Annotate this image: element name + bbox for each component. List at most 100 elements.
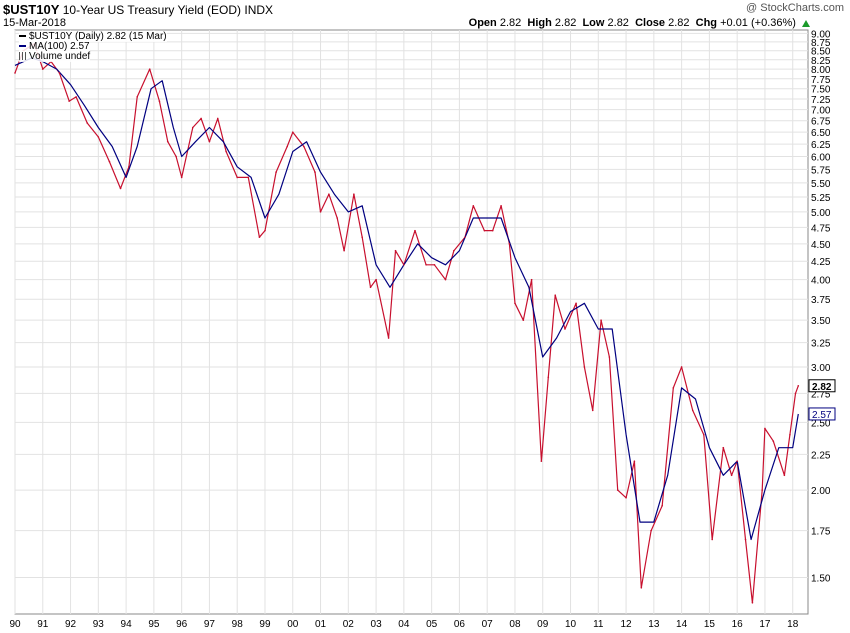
ma-value-tag <box>808 407 836 421</box>
plot-area <box>14 29 809 615</box>
y-tick-label: 2.25 <box>811 450 831 461</box>
high-value: 2.82 <box>554 17 577 29</box>
y-tick-label: 6.75 <box>811 117 831 128</box>
yield-point <box>343 249 345 252</box>
yield-point <box>394 249 397 252</box>
x-tick-label: 94 <box>121 619 133 630</box>
yield-point <box>361 236 363 238</box>
legend-ma: MA(100) 2.57 <box>19 41 90 52</box>
x-tick-label: 09 <box>537 619 549 630</box>
yield-point <box>58 72 61 74</box>
yield-point <box>314 171 316 173</box>
yield-point <box>286 145 289 148</box>
yield-point <box>797 384 800 387</box>
yield-point <box>691 409 694 412</box>
yield-point <box>730 474 733 477</box>
x-tick-label: 95 <box>148 619 160 630</box>
yield-point <box>41 68 44 70</box>
yield-point <box>264 229 266 232</box>
open-label: Open <box>468 17 497 29</box>
yield-point <box>191 126 194 129</box>
yield-point <box>208 140 211 143</box>
yield-point <box>540 460 543 462</box>
close-label: Close <box>635 17 666 29</box>
yield-point <box>444 278 447 281</box>
legend-price: $UST10Y (Daily) 2.82 (15 Mar) <box>19 31 167 42</box>
yield-series-line <box>14 43 799 604</box>
yield-point <box>319 211 322 213</box>
yield-point <box>483 229 486 232</box>
yield-point <box>175 155 177 158</box>
yield-point <box>514 302 516 305</box>
x-tick-label: 06 <box>454 619 466 630</box>
y-tick-label: 1.75 <box>811 527 831 538</box>
x-tick-label: 97 <box>204 619 216 630</box>
chart-date: 15-Mar-2018 <box>3 17 66 29</box>
x-tick-label: 04 <box>398 619 410 630</box>
stockcharts-credit: @ StockCharts.com <box>746 2 844 14</box>
x-tick-label: 07 <box>482 619 494 630</box>
yield-point <box>303 145 305 148</box>
yield-point <box>119 187 122 190</box>
y-tick-label: 2.50 <box>811 418 831 429</box>
yield-point <box>148 68 151 70</box>
yield-point <box>136 96 139 98</box>
yield-point <box>608 356 611 358</box>
y-tick-label: 7.75 <box>811 75 831 86</box>
y-tick-label: 4.75 <box>811 223 831 234</box>
y-tick-label: 1.50 <box>811 573 831 584</box>
last-price-tag-label: 2.82 <box>812 382 832 393</box>
yield-point <box>236 176 239 179</box>
yield-point <box>464 236 466 238</box>
y-tick-label: 8.00 <box>811 65 831 76</box>
x-tick-label: 98 <box>232 619 244 630</box>
x-tick-label: 13 <box>648 619 660 630</box>
yield-point <box>225 150 227 153</box>
yield-point <box>783 474 786 477</box>
yield-point <box>336 217 338 219</box>
y-tick-label: 4.25 <box>811 257 831 268</box>
yield-point <box>472 205 475 207</box>
yield-point <box>650 529 652 532</box>
yield-point <box>291 131 294 133</box>
y-tick-label: 8.50 <box>811 47 831 58</box>
y-tick-label: 6.50 <box>811 128 831 139</box>
yield-point <box>680 366 683 368</box>
yield-point <box>403 264 405 266</box>
yield-point <box>772 440 775 442</box>
x-tick-label: 92 <box>65 619 77 630</box>
y-tick-label: 3.75 <box>811 295 831 306</box>
yield-point <box>703 433 705 436</box>
yield-point <box>711 538 713 541</box>
yield-point <box>764 427 766 430</box>
y-tick-label: 6.25 <box>811 140 831 151</box>
y-tick-label: 8.75 <box>811 38 831 49</box>
chg-value: +0.01 (+0.36%) <box>720 17 796 29</box>
yield-point <box>583 366 586 368</box>
chart-title: $UST10Y 10-Year US Treasury Yield (EOD) … <box>3 2 273 17</box>
yield-point <box>500 205 502 207</box>
x-tick-label: 93 <box>93 619 105 630</box>
up-arrow-icon <box>802 19 810 27</box>
x-tick-label: 05 <box>426 619 438 630</box>
ohlc-readout: Open 2.82 High 2.82 Low 2.82 Close 2.82 … <box>469 17 810 29</box>
yield-point <box>661 504 663 507</box>
exchange-label: INDX <box>244 3 274 17</box>
yield-point <box>491 229 494 232</box>
yield-point <box>14 72 16 74</box>
y-tick-label: 2.00 <box>811 486 831 497</box>
yield-point <box>180 176 183 179</box>
yield-point <box>369 286 372 289</box>
yield-point <box>258 236 261 238</box>
y-tick-label: 5.50 <box>811 179 831 190</box>
x-tick-label: 02 <box>343 619 355 630</box>
x-tick-label: 18 <box>787 619 799 630</box>
yield-point <box>600 319 602 321</box>
x-tick-label: 11 <box>593 619 604 630</box>
yield-point <box>275 171 277 173</box>
y-tick-label: 5.75 <box>811 165 831 176</box>
legend-volume: Volume undef <box>19 51 91 62</box>
high-label: High <box>527 17 552 29</box>
yield-point <box>736 460 738 462</box>
